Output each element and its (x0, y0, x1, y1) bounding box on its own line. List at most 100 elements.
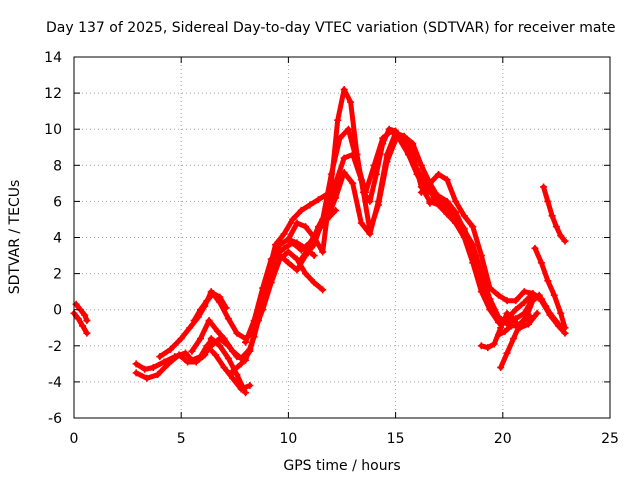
data-point-marker (385, 125, 393, 133)
x-tick-label: 20 (494, 431, 512, 447)
series-line (157, 249, 326, 360)
data-point-marker (340, 85, 348, 93)
data-point-marker (280, 230, 288, 238)
data-point-marker (520, 317, 528, 325)
data-point-marker (224, 354, 232, 362)
data-point-marker (293, 266, 301, 274)
data-point-marker (426, 179, 434, 187)
data-point-marker (503, 297, 511, 305)
data-point-marker (525, 320, 533, 328)
y-tick-label: 2 (53, 267, 62, 283)
data-point-marker (284, 259, 292, 267)
data-point-marker (83, 317, 91, 325)
data-point-marker (452, 208, 460, 216)
data-point-marker (220, 363, 228, 371)
data-point-marker (233, 353, 241, 361)
data-point-marker (340, 154, 348, 162)
data-point-marker (149, 363, 157, 371)
x-tick-label: 5 (177, 431, 186, 447)
data-point-marker (417, 161, 425, 169)
data-point-marker (319, 248, 327, 256)
data-point-marker (533, 309, 541, 317)
data-point-marker (267, 255, 275, 263)
data-point-marker (527, 313, 535, 321)
data-point-marker (237, 360, 245, 368)
data-point-marker (192, 358, 200, 366)
data-point-marker (310, 279, 318, 287)
data-point-marker (323, 215, 331, 223)
data-point-marker (233, 371, 241, 379)
series-track-15 (477, 309, 541, 352)
y-tick-label: -2 (48, 339, 62, 355)
data-point-marker (486, 295, 494, 303)
data-point-marker (409, 140, 417, 148)
data-point-marker (284, 248, 292, 256)
data-point-marker (366, 197, 374, 205)
y-axis-label: SDTVAR / TECUs (7, 180, 23, 295)
data-point-marker (392, 129, 400, 137)
data-point-marker (548, 212, 556, 220)
data-point-marker (242, 338, 250, 346)
data-series (70, 85, 569, 397)
data-point-marker (510, 315, 518, 323)
data-point-marker (469, 223, 477, 231)
data-point-marker (207, 335, 215, 343)
data-point-marker (550, 291, 558, 299)
series-track-20 (190, 289, 230, 325)
data-point-marker (284, 235, 292, 243)
data-point-marker (443, 197, 451, 205)
data-point-marker (535, 291, 543, 299)
data-point-marker (357, 219, 365, 227)
data-point-marker (306, 243, 314, 251)
data-point-marker (542, 302, 550, 310)
data-point-marker (212, 351, 220, 359)
data-point-marker (246, 347, 254, 355)
data-point-marker (190, 317, 198, 325)
series-line (541, 184, 568, 244)
data-point-marker (175, 351, 183, 359)
data-point-marker (383, 150, 391, 158)
data-point-marker (160, 358, 168, 366)
data-point-marker (188, 347, 196, 355)
data-point-marker (490, 340, 498, 348)
data-point-marker (507, 322, 515, 330)
data-point-marker (79, 322, 87, 330)
data-point-marker (434, 201, 442, 209)
data-point-marker (259, 284, 267, 292)
data-point-marker (246, 382, 254, 390)
data-point-marker (557, 309, 565, 317)
series-line (133, 343, 253, 392)
series-track-17 (531, 244, 569, 332)
data-point-marker (477, 342, 485, 350)
series-line (71, 310, 90, 336)
data-point-marker (544, 197, 552, 205)
data-point-marker (196, 306, 204, 314)
data-point-marker (546, 311, 554, 319)
data-point-marker (164, 360, 172, 368)
data-point-marker (205, 317, 213, 325)
data-point-marker (132, 360, 140, 368)
data-point-marker (443, 176, 451, 184)
data-point-marker (196, 335, 204, 343)
data-point-marker (347, 98, 355, 106)
data-point-marker (306, 201, 314, 209)
data-point-marker (501, 327, 509, 335)
data-point-marker (426, 199, 434, 207)
data-point-marker (344, 125, 352, 133)
data-point-marker (340, 169, 348, 177)
data-point-marker (372, 170, 380, 178)
data-point-marker (366, 230, 374, 238)
y-tick-label: -4 (48, 375, 62, 391)
data-point-marker (497, 324, 505, 332)
data-point-marker (181, 349, 189, 357)
data-point-marker (302, 270, 310, 278)
data-point-marker (229, 374, 237, 382)
data-point-marker (154, 371, 162, 379)
data-point-marker (143, 374, 151, 382)
data-point-marker (484, 344, 492, 352)
y-tick-label: 0 (53, 303, 62, 319)
data-point-marker (510, 335, 518, 343)
data-point-marker (229, 367, 237, 375)
axis-ticks (73, 56, 611, 419)
